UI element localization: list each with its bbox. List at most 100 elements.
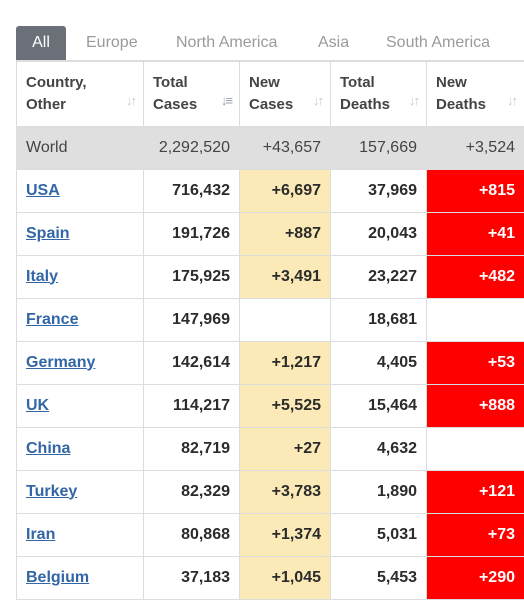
total-cases-cell: 142,614 [143,340,240,385]
new-cases-cell: +1,374 [239,512,331,557]
total-cases-cell: 82,719 [143,426,240,471]
table-row: France 147,969 18,681 [16,297,524,342]
sort-arrows-icon[interactable]: ↓↑ [126,92,137,108]
total-deaths-cell: 4,632 [330,426,427,471]
country-cell: UK [16,383,144,428]
header-label: New [436,73,467,91]
table-row: Italy 175,925 +3,491 23,227 +482 [16,254,524,299]
new-deaths-cell: +888 [426,383,524,428]
total-deaths-cell: 23,227 [330,254,427,299]
new-deaths-cell [426,297,524,342]
world-new-deaths: +3,524 [426,125,524,170]
header-new-cases[interactable]: New Cases ↓↑ [239,60,331,127]
world-new-cases: +43,657 [239,125,331,170]
world-total-deaths: 157,669 [330,125,427,170]
new-cases-cell: +6,697 [239,168,331,213]
new-cases-cell: +887 [239,211,331,256]
world-label: World [16,125,144,170]
header-label: Cases [249,95,294,113]
total-deaths-cell: 4,405 [330,340,427,385]
total-cases-cell: 175,925 [143,254,240,299]
country-link[interactable]: Germany [26,353,96,371]
country-link[interactable]: Turkey [26,482,78,500]
new-cases-cell: +3,491 [239,254,331,299]
new-cases-cell: +27 [239,426,331,471]
total-cases-cell: 82,329 [143,469,240,514]
sort-desc-icon[interactable]: ↓≡ [220,92,233,108]
table-row: UK 114,217 +5,525 15,464 +888 [16,383,524,428]
header-country[interactable]: Country, Other ↓↑ [16,60,144,127]
country-cell: France [16,297,144,342]
tab-north-america[interactable]: North America [176,34,278,51]
country-link[interactable]: Spain [26,224,70,242]
tab-south-america[interactable]: South America [386,34,491,51]
covid-table: Country, Other ↓↑ Total Cases ↓≡ New Cas… [16,60,524,600]
header-label: Total [153,73,188,91]
tab-all[interactable]: All [16,26,66,60]
country-cell: China [16,426,144,471]
new-deaths-cell [426,426,524,471]
header-label: Total [340,73,375,91]
sort-arrows-icon[interactable]: ↓↑ [507,92,518,108]
tab-europe[interactable]: Europe [86,34,138,51]
tab-asia[interactable]: Asia [318,34,350,51]
country-cell: Germany [16,340,144,385]
covid-table-container: Country, Other ↓↑ Total Cases ↓≡ New Cas… [16,60,524,600]
header-label: New [249,73,280,91]
new-deaths-cell: +121 [426,469,524,514]
total-deaths-cell: 1,890 [330,469,427,514]
total-cases-cell: 716,432 [143,168,240,213]
table-header-row: Country, Other ↓↑ Total Cases ↓≡ New Cas… [16,60,524,127]
world-total-cases: 2,292,520 [143,125,240,170]
header-total-cases[interactable]: Total Cases ↓≡ [143,60,240,127]
country-link[interactable]: USA [26,181,60,199]
country-link[interactable]: China [26,439,71,457]
table-row: Turkey 82,329 +3,783 1,890 +121 [16,469,524,514]
new-cases-cell [239,297,331,342]
country-link[interactable]: Belgium [26,568,90,586]
country-link[interactable]: France [26,310,79,328]
table-row-world: World 2,292,520 +43,657 157,669 +3,524 [16,125,524,170]
sort-arrows-icon[interactable]: ↓↑ [313,92,324,108]
country-cell: Iran [16,512,144,557]
new-cases-cell: +1,217 [239,340,331,385]
total-cases-cell: 80,868 [143,512,240,557]
total-cases-cell: 114,217 [143,383,240,428]
country-link[interactable]: UK [26,396,50,414]
country-cell: Italy [16,254,144,299]
country-link[interactable]: Iran [26,525,56,543]
country-cell: USA [16,168,144,213]
country-cell: Turkey [16,469,144,514]
new-cases-cell: +3,783 [239,469,331,514]
header-label: Deaths [436,95,487,113]
table-row: China 82,719 +27 4,632 [16,426,524,471]
country-cell: Belgium [16,555,144,600]
new-deaths-cell: +41 [426,211,524,256]
table-row: USA 716,432 +6,697 37,969 +815 [16,168,524,213]
total-deaths-cell: 15,464 [330,383,427,428]
new-deaths-cell: +290 [426,555,524,600]
header-new-deaths[interactable]: New Deaths ↓↑ [426,60,524,127]
header-total-deaths[interactable]: Total Deaths ↓↑ [330,60,427,127]
table-row: Spain 191,726 +887 20,043 +41 [16,211,524,256]
new-deaths-cell: +482 [426,254,524,299]
header-label: Other [26,95,67,113]
total-deaths-cell: 5,453 [330,555,427,600]
country-link[interactable]: Italy [26,267,59,285]
country-cell: Spain [16,211,144,256]
new-cases-cell: +5,525 [239,383,331,428]
total-cases-cell: 191,726 [143,211,240,256]
table-row: Iran 80,868 +1,374 5,031 +73 [16,512,524,557]
new-deaths-cell: +53 [426,340,524,385]
sort-arrows-icon[interactable]: ↓↑ [409,92,420,108]
table-row: Belgium 37,183 +1,045 5,453 +290 [16,555,524,600]
total-deaths-cell: 37,969 [330,168,427,213]
new-deaths-cell: +73 [426,512,524,557]
total-deaths-cell: 20,043 [330,211,427,256]
new-cases-cell: +1,045 [239,555,331,600]
total-cases-cell: 147,969 [143,297,240,342]
header-label: Deaths [340,95,391,113]
table-row: Germany 142,614 +1,217 4,405 +53 [16,340,524,385]
new-deaths-cell: +815 [426,168,524,213]
total-deaths-cell: 18,681 [330,297,427,342]
